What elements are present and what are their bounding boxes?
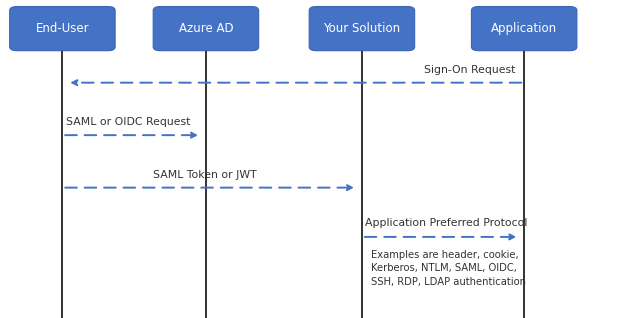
Text: Sign-On Request: Sign-On Request [424,65,515,75]
Text: Application: Application [491,22,557,35]
Text: Your Solution: Your Solution [323,22,401,35]
Text: End-User: End-User [36,22,89,35]
Text: SAML or OIDC Request: SAML or OIDC Request [66,117,190,127]
Text: Azure AD: Azure AD [178,22,233,35]
FancyBboxPatch shape [154,6,258,51]
Text: Application Preferred Protocol: Application Preferred Protocol [365,218,527,228]
FancyBboxPatch shape [309,6,414,51]
Text: Examples are header, cookie,
Kerberos, NTLM, SAML, OIDC,
SSH, RDP, LDAP authenti: Examples are header, cookie, Kerberos, N… [371,250,526,287]
Text: SAML Token or JWT: SAML Token or JWT [153,170,256,180]
FancyBboxPatch shape [472,6,577,51]
FancyBboxPatch shape [10,6,115,51]
